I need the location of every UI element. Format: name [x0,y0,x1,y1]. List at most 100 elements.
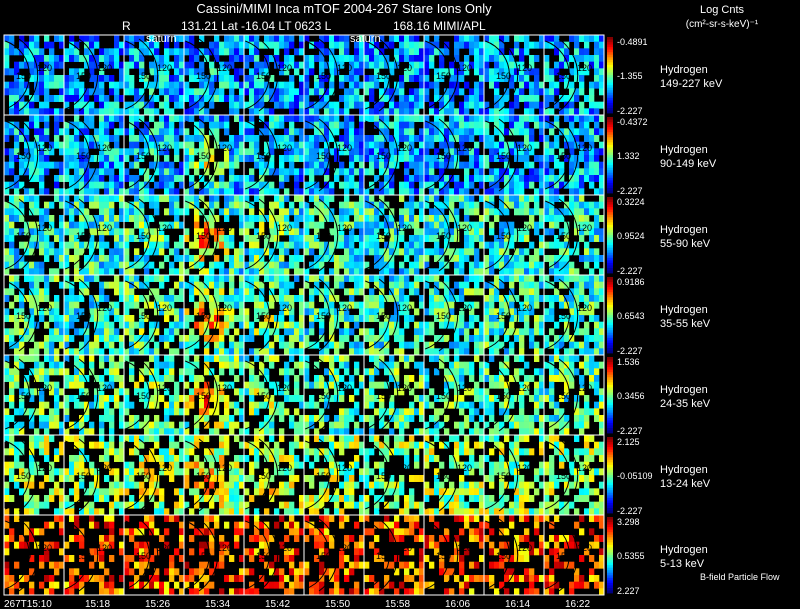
intensity-pixel [349,301,355,309]
intensity-pixel [564,241,570,249]
intensity-pixel [219,421,225,429]
intensity-pixel [594,281,600,289]
intensity-pixel [129,148,135,156]
contour-arc [438,38,459,112]
intensity-pixel [589,141,595,149]
intensity-pixel [494,188,500,196]
intensity-pixel [69,295,75,302]
intensity-pixel [214,68,220,76]
intensity-pixel [44,108,50,116]
intensity-pixel [359,228,365,236]
intensity-pixel [439,281,445,289]
intensity-pixel [369,48,375,56]
intensity-pixel [314,148,320,156]
intensity-pixel [499,301,505,309]
intensity-pixel [104,415,110,422]
intensity-pixel [304,101,310,109]
intensity-pixel [114,101,120,109]
intensity-pixel [19,261,25,269]
intensity-pixel [34,368,40,376]
intensity-pixel [319,308,325,316]
intensity-pixel [154,341,160,349]
colorbar-step [607,199,613,203]
intensity-pixel [599,235,605,242]
intensity-pixel [569,135,575,142]
contour-arc [185,280,210,350]
intensity-pixel [469,135,475,142]
intensity-pixel [299,215,305,222]
intensity-pixel [529,41,535,49]
intensity-pixel [184,115,190,122]
intensity-pixel [164,101,170,109]
contour-arc [318,118,339,192]
intensity-pixel [584,215,590,222]
intensity-pixel [474,261,480,269]
intensity-pixel [114,335,120,342]
intensity-pixel [199,161,205,169]
intensity-pixel [279,248,285,256]
contour-label: 150 [316,71,331,81]
intensity-pixel [234,288,240,296]
intensity-pixel [124,215,130,222]
intensity-pixel [339,161,345,169]
intensity-pixel [419,201,425,209]
intensity-pixel [39,241,45,249]
intensity-pixel [249,121,255,129]
intensity-pixel [534,281,540,289]
intensity-pixel [324,295,330,302]
intensity-pixel [589,101,595,109]
intensity-pixel [359,108,365,116]
contour-arc [365,120,390,190]
intensity-pixel [324,195,330,202]
intensity-pixel [569,35,575,42]
intensity-pixel [269,215,275,222]
contour-arc [425,120,450,190]
intensity-pixel [449,88,455,96]
intensity-pixel [479,215,485,222]
intensity-pixel [359,241,365,249]
intensity-pixel [284,168,290,176]
intensity-pixel [199,148,205,156]
intensity-pixel [104,308,110,316]
intensity-pixel [19,48,25,56]
intensity-pixel [329,268,335,276]
intensity-pixel [424,48,430,56]
intensity-pixel [384,321,390,329]
intensity-pixel [184,361,190,369]
intensity-pixel [269,228,275,236]
intensity-pixel [594,335,600,342]
intensity-pixel [579,175,585,182]
intensity-pixel [259,328,265,336]
contour-arc [365,40,390,110]
intensity-pixel [184,168,190,176]
intensity-pixel [309,308,315,316]
intensity-pixel [489,155,495,162]
intensity-pixel [229,41,235,49]
intensity-pixel [244,315,250,322]
intensity-pixel [454,181,460,189]
intensity-pixel [494,88,500,96]
intensity-pixel [99,261,105,269]
intensity-pixel [424,35,430,42]
intensity-pixel [244,228,250,236]
intensity-pixel [44,355,50,362]
intensity-pixel [139,201,145,209]
intensity-pixel [219,188,225,196]
contour-label: 120 [397,223,412,233]
intensity-pixel [489,135,495,142]
intensity-pixel [164,301,170,309]
intensity-pixel [64,315,70,322]
intensity-pixel [599,188,605,196]
intensity-pixel [379,195,385,202]
intensity-pixel [159,135,165,142]
intensity-pixel [194,108,200,116]
intensity-pixel [514,168,520,176]
intensity-pixel [534,221,540,229]
intensity-pixel [329,181,335,189]
intensity-pixel [574,315,580,322]
intensity-pixel [169,221,175,229]
intensity-pixel [189,161,195,169]
intensity-pixel [429,221,435,229]
intensity-pixel [579,235,585,242]
